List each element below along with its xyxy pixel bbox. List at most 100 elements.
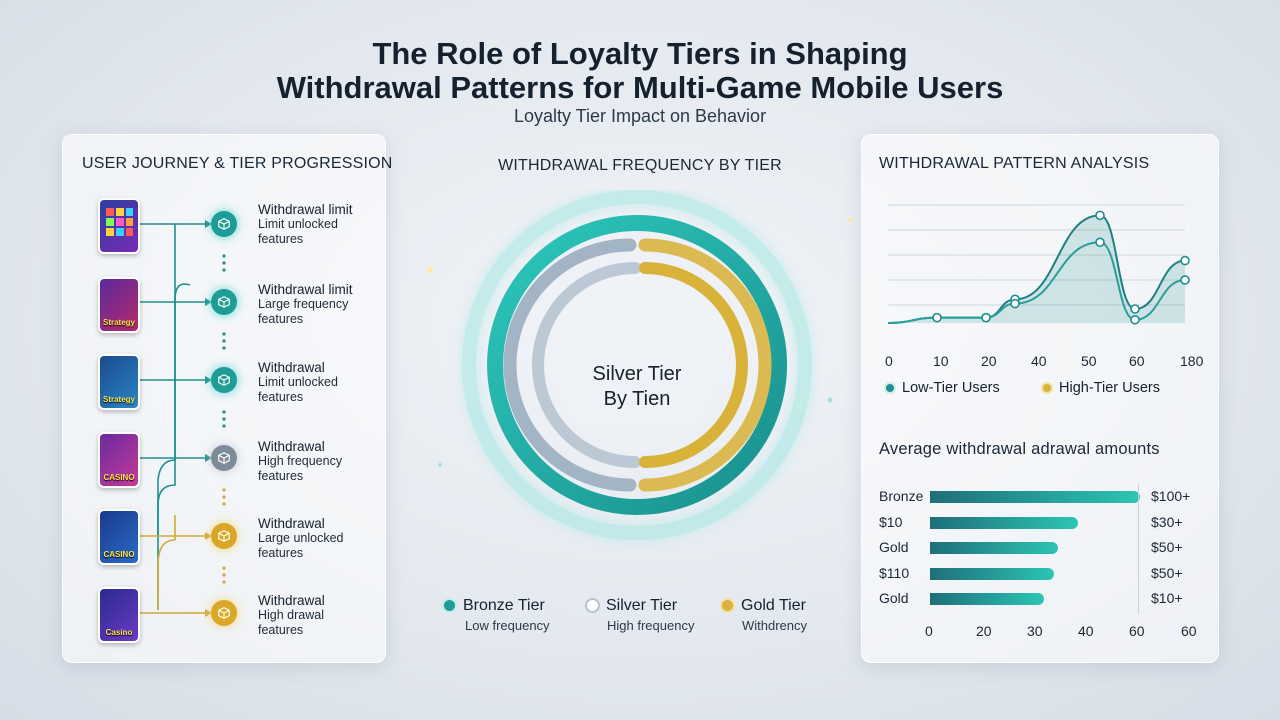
step-line2: Limit unlocked xyxy=(258,375,338,389)
legend-silver: Silver Tier High frequency xyxy=(585,597,694,633)
page-title-line1: The Role of Loyalty Tiers in Shaping xyxy=(372,36,908,71)
gold-dot xyxy=(720,598,735,614)
x-tick-label: 40 xyxy=(1031,353,1047,369)
game-label-3: Strategy xyxy=(102,395,135,404)
x-tick-label: 20 xyxy=(981,353,997,369)
game-icon-4[interactable]: CASINO xyxy=(98,432,140,488)
bar-chart-title: Average withdrawal adrawal amounts xyxy=(879,440,1160,458)
journey-step-5: Withdrawal Large unlocked features xyxy=(258,516,370,561)
game-icon-3[interactable]: Strategy xyxy=(98,354,140,410)
series-1-point xyxy=(1180,255,1190,266)
line-legend-high: High-Tier Users xyxy=(1041,380,1160,396)
tier-node-6 xyxy=(211,600,237,626)
legend-gold-sub: Withdrency xyxy=(742,618,808,633)
box-icon xyxy=(218,296,230,308)
game-label-2: Strategy xyxy=(102,318,135,327)
journey-step-2: Withdrawal limit Large frequency features xyxy=(258,282,370,327)
journey-step-6: Withdrawal High drawal features xyxy=(258,593,370,638)
low-tier-dot xyxy=(884,382,896,395)
bar xyxy=(930,517,1079,529)
bar-value-label: $100+ xyxy=(1151,488,1191,504)
step-line3: features xyxy=(258,232,304,246)
game-icon-1[interactable] xyxy=(98,198,140,254)
step-line2: High drawal xyxy=(258,608,325,622)
bar-value-label: $10+ xyxy=(1151,590,1183,606)
series-2-point xyxy=(1130,314,1140,325)
bar-category-label: Gold xyxy=(879,539,909,555)
silver-ring-left xyxy=(503,238,637,492)
legend-gold-name: Gold Tier xyxy=(741,597,806,614)
center-title: WITHDRAWAL FREQUENCY BY TIER xyxy=(498,157,782,174)
x-tick-label: 180 xyxy=(1180,353,1204,369)
step-head: Withdrawal xyxy=(258,593,325,608)
step-line2: Large unlocked xyxy=(258,531,344,545)
legend-gold: Gold Tier Withdrency xyxy=(720,597,807,633)
bar-value-label: $50+ xyxy=(1151,539,1183,555)
legend-bronze-sub: Low frequency xyxy=(465,618,550,633)
bar-category-label: $10 xyxy=(879,514,903,530)
analysis-title: WITHDRAWAL PATTERN ANALYSIS xyxy=(879,155,1150,172)
bar-category-label: $110 xyxy=(879,565,910,581)
step-line3: features xyxy=(258,312,304,326)
game-label-5: CASINO xyxy=(103,550,135,559)
page-subtitle: Loyalty Tier Impact on Behavior xyxy=(513,106,767,126)
bronze-ring-outer xyxy=(487,215,787,516)
tier-node-3 xyxy=(211,367,237,393)
step-head: Withdrawal xyxy=(258,516,325,531)
step-line2: High frequency xyxy=(258,454,343,468)
puzzle-blocks-icon xyxy=(106,208,133,236)
x-tick-label: 10 xyxy=(933,353,949,369)
gold-ring-right xyxy=(638,238,772,492)
game-icon-2[interactable]: Strategy xyxy=(98,277,140,333)
bar-category-label: Bronze xyxy=(879,488,924,504)
x-tick-label: 50 xyxy=(1081,353,1097,369)
box-icon xyxy=(218,452,230,464)
step-head: Withdrawal xyxy=(258,360,325,375)
box-icon xyxy=(218,374,230,386)
game-icon-6[interactable]: Casino xyxy=(98,587,140,643)
high-tier-dot xyxy=(1041,382,1053,395)
silver-dot xyxy=(585,598,600,614)
ring-label-line2: By Tien xyxy=(603,388,671,410)
legend-bronze-name: Bronze Tier xyxy=(463,597,545,614)
step-head: Withdrawal limit xyxy=(258,202,353,217)
bar-x-tick-label: 0 xyxy=(925,623,933,639)
bar-x-tick-label: 60 xyxy=(1129,623,1145,639)
tier-node-2 xyxy=(211,289,237,315)
tier-rings xyxy=(427,190,852,540)
low-tier-area xyxy=(888,215,1185,323)
box-icon xyxy=(218,218,230,230)
gold-ring-inner xyxy=(639,262,748,468)
series-1-point xyxy=(1095,210,1105,221)
box-icon xyxy=(218,530,230,542)
bar-grid-line xyxy=(1138,484,1139,614)
game-icon-5[interactable]: CASINO xyxy=(98,509,140,565)
bar-x-tick-label: 40 xyxy=(1078,623,1094,639)
tier-node-4 xyxy=(211,445,237,471)
series-1-point xyxy=(1130,304,1140,314)
bar xyxy=(930,593,1044,605)
journey-title: USER JOURNEY & TIER PROGRESSION xyxy=(82,155,393,172)
ring-label-line1: Silver Tier xyxy=(592,363,682,385)
legend-bronze: Bronze Tier Low frequency xyxy=(442,597,550,633)
withdrawal-line-chart xyxy=(887,204,1190,325)
high-tier-label: High-Tier Users xyxy=(1059,380,1160,396)
series-2-point xyxy=(932,312,942,323)
page-title-line2: Withdrawal Patterns for Multi-Game Mobil… xyxy=(276,70,1004,105)
ring-center-label: Silver Tier By Tien xyxy=(537,362,737,412)
step-line3: features xyxy=(258,390,304,404)
step-head: Withdrawal xyxy=(258,439,325,454)
bar xyxy=(930,568,1055,580)
step-line3: features xyxy=(258,623,304,637)
ring-inner-disc xyxy=(551,279,723,451)
bar-category-label: Gold xyxy=(879,590,909,606)
bar-x-tick-label: 20 xyxy=(976,623,992,639)
bar-x-tick-label: 60 xyxy=(1181,623,1197,639)
step-line2: Large frequency xyxy=(258,297,349,311)
step-line2: Limit unlocked xyxy=(258,217,338,231)
legend-silver-sub: High frequency xyxy=(607,618,695,633)
series-2-point xyxy=(1095,237,1105,248)
bar xyxy=(930,542,1058,554)
journey-step-3: Withdrawal Limit unlocked features xyxy=(258,360,370,405)
bar-value-label: $50+ xyxy=(1151,565,1183,581)
